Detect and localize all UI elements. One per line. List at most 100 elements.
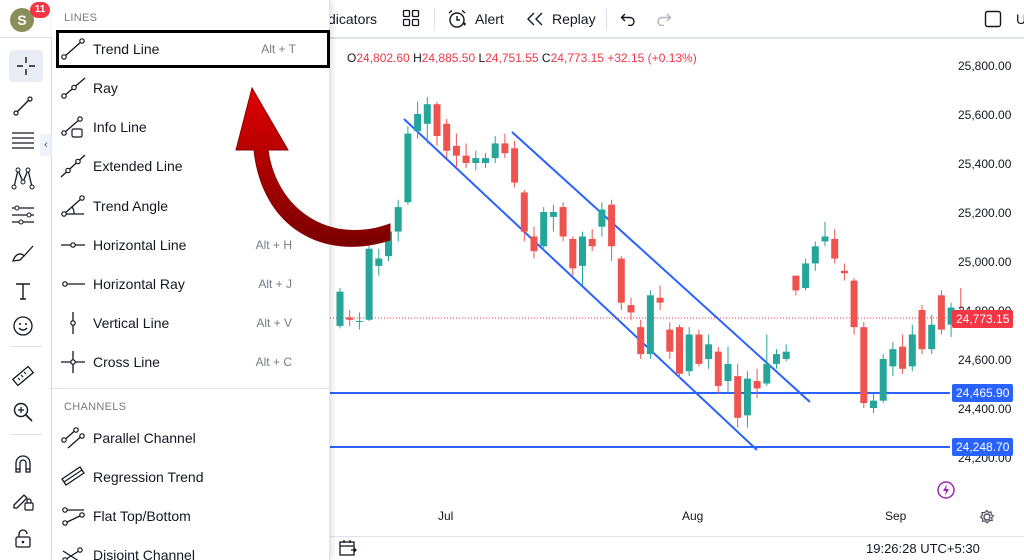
toolbar-divider [434,8,435,30]
gear-icon[interactable] [978,508,996,526]
fib-retracement-icon [12,132,34,149]
left-drawing-toolbar: ‹ [0,38,52,560]
open-value: 24,802.60 [356,51,410,65]
smiley-icon [13,316,33,336]
menu-item-flat-top-bottom[interactable]: Flat Top/Bottom [52,497,330,535]
candle-body [549,212,557,217]
menu-item-horizontal-line[interactable]: Horizontal Line Alt + H [52,226,330,264]
candle-body [540,212,548,247]
menu-item-vertical-line[interactable]: Vertical Line Alt + V [52,304,330,342]
change-value: +32.15 (+0.13%) [607,51,697,65]
chart-canvas[interactable] [330,38,1024,560]
section-header-channels: CHANNELS [64,401,127,413]
candle-body [811,246,819,264]
alert-label: Alert [475,11,504,27]
menu-item-cross-line[interactable]: Cross Line Alt + C [52,343,330,381]
candle-body [743,378,751,416]
candle-body [452,145,460,156]
candle-body [763,363,771,384]
hline-lower-badge: 24,248.70 [952,438,1014,456]
redo-button[interactable] [656,0,672,38]
candle-body [908,334,916,367]
candle-body [724,363,732,382]
low-key: L [478,51,486,65]
menu-item-label: Trend Line [93,41,160,57]
disjoint-channel-icon [60,543,86,560]
chart-area[interactable] [330,38,1024,560]
fullscreen-button[interactable] [984,0,1002,38]
menu-item-label: Flat Top/Bottom [93,508,191,524]
text-tool[interactable] [6,275,40,307]
layouts-button[interactable] [402,0,420,38]
menu-item-ray[interactable]: Ray [52,69,330,107]
menu-item-trend-angle[interactable]: Trend Angle [52,187,330,225]
time-tick-sep: Sep [885,509,907,523]
chevron-left-icon[interactable]: ‹ [40,134,52,156]
projection-tool[interactable] [6,199,40,231]
candle-body [850,280,858,328]
price-tick: 24,600.00 [958,353,1012,367]
indicators-button[interactable]: dicators [328,0,377,38]
current-price-badge: 24,773.15 [952,310,1014,328]
fib-tool[interactable] [6,124,40,156]
candle-body [414,114,422,132]
candle-body [375,258,383,266]
hline-upper-badge: 24,465.90 [952,384,1014,402]
candle-body [860,327,868,404]
trend-line-icon [13,96,33,116]
toolbar-divider [606,8,607,30]
emoji-tool[interactable] [6,310,40,342]
undo-icon [620,12,636,26]
brush-tool[interactable] [6,237,40,269]
alert-button[interactable]: Alert [446,0,504,38]
menu-item-label: Trend Angle [93,198,168,214]
undo-button[interactable] [620,0,636,38]
grid-icon [402,9,420,30]
pattern-tool[interactable] [6,162,40,194]
candle-body [627,305,635,313]
magnet-tool[interactable] [6,448,40,480]
bottom-bar [330,536,1024,560]
lightning-icon[interactable] [936,480,956,500]
user-menu-button[interactable]: U [1016,0,1024,38]
candle-body [676,327,683,374]
menu-item-label: Info Line [93,119,147,135]
candle-body [782,351,790,359]
crosshair-tool[interactable] [9,50,43,82]
date-range-icon[interactable] [338,539,358,557]
lock-all-tool[interactable] [6,522,40,554]
xabcd-pattern-icon [11,167,35,190]
menu-item-disjoint-channel[interactable]: Disjoint Channel [52,536,330,560]
low-value: 24,751.55 [485,51,539,65]
candle-body [870,400,877,408]
vertical-line-icon [60,311,86,335]
replay-button[interactable]: Replay [526,0,596,38]
measure-tool[interactable] [6,360,40,392]
menu-item-label: Cross Line [93,354,160,370]
notification-badge: 11 [30,2,50,18]
menu-item-horizontal-ray[interactable]: Horizontal Ray Alt + J [52,265,330,303]
candle-body [840,270,848,274]
candle-body [394,207,402,232]
menu-item-trend-line[interactable]: Trend Line Alt + T [56,30,330,68]
menu-item-regression-trend[interactable]: Regression Trend [52,458,330,496]
candle-body [831,238,839,259]
candle-body [666,329,674,352]
candle-body [937,295,945,330]
menu-item-label: Horizontal Line [93,237,187,253]
clock[interactable]: 19:26:28 UTC+5:30 [866,541,980,556]
trend-line-tool[interactable] [6,90,40,122]
candle-body [646,295,654,355]
rewind-icon [526,12,544,26]
menu-item-extended-line[interactable]: Extended Line [52,147,330,185]
menu-item-shortcut: Alt + C [255,355,292,369]
menu-item-label: Ray [93,80,118,96]
zoom-tool[interactable] [6,396,40,428]
candle-body [346,317,354,320]
menu-item-info-line[interactable]: Info Line [52,108,330,146]
menu-item-shortcut: Alt + J [258,277,292,291]
square-icon [984,10,1002,28]
candle-body [355,321,363,323]
menu-item-parallel-channel[interactable]: Parallel Channel [52,419,330,457]
lock-drawing-tool[interactable] [6,484,40,516]
